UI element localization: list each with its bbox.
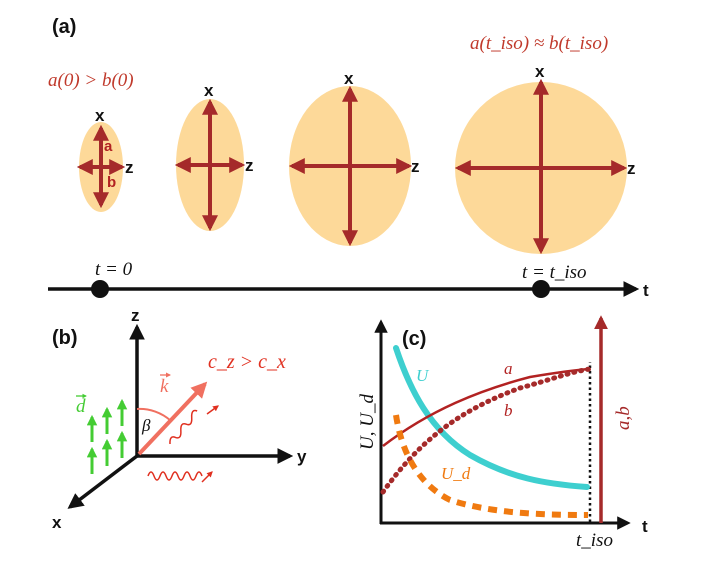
- curve-U-label: U: [416, 366, 430, 385]
- beta-angle-arc: [136, 407, 172, 422]
- curve-b: [380, 366, 593, 495]
- ellipse-group-4: x z: [454, 62, 636, 255]
- ellipse-group-1: x z a b: [76, 106, 134, 212]
- axis-x-label: x: [52, 513, 62, 532]
- photon-wave-lower: [147, 471, 203, 481]
- plot-left-ylabel: U, U_d: [357, 394, 378, 450]
- curve-b-label: b: [504, 401, 513, 420]
- timeline-t-label: t: [643, 281, 649, 300]
- timeline-start-dot: [91, 280, 109, 298]
- timeline-start-label: t = 0: [95, 259, 133, 280]
- curve-a: [382, 367, 591, 447]
- curve-Ud: [393, 414, 589, 518]
- panel-b-label: (b): [52, 327, 78, 349]
- condition-end-text: a(t_iso) ≈ b(t_iso): [470, 33, 608, 54]
- timeline-end-label: t = t_iso: [522, 262, 587, 283]
- dipole-arrows: d: [76, 393, 128, 474]
- panel-c: (c) t t_iso U, U_d a,b U a b U_d: [357, 315, 648, 551]
- plot-right-ylabel: a,b: [613, 406, 634, 430]
- plot-tiso-label: t_iso: [576, 530, 613, 551]
- panel-c-label: (c): [402, 328, 426, 350]
- dipole-d-label: d: [76, 396, 86, 417]
- panel-b: (b) z y x d k β c_z > c_x: [52, 306, 307, 532]
- panel-a: (a) a(0) > b(0) a(t_iso) ≈ b(t_iso) x z …: [48, 16, 649, 300]
- photon-wave-upper: [169, 409, 198, 445]
- ellipse-2-z-label: z: [245, 156, 254, 175]
- curve-a-label: a: [504, 359, 513, 378]
- axis-z-label: z: [131, 306, 140, 325]
- ellipse-4-x-label: x: [535, 62, 545, 81]
- ellipse-3-x-label: x: [344, 69, 354, 88]
- curve-Ud-label: U_d: [441, 464, 471, 483]
- plot-t-label: t: [642, 517, 648, 536]
- ellipse-2-x-label: x: [204, 81, 214, 100]
- speed-relation-label: c_z > c_x: [208, 351, 286, 373]
- ellipse-group-2: x z: [174, 81, 254, 232]
- photon-wave-upper-head: [206, 405, 219, 415]
- timeline-end-dot: [532, 280, 550, 298]
- ellipse-group-3: x z: [288, 69, 420, 247]
- timeline: t = 0 t = t_iso t: [48, 259, 649, 300]
- ellipse-4-z-label: z: [627, 159, 636, 178]
- semi-axis-a-label: a: [104, 138, 113, 155]
- condition-start-text: a(0) > b(0): [48, 70, 134, 91]
- curve-U: [393, 345, 590, 490]
- ellipse-1-z-label: z: [125, 158, 134, 177]
- ellipse-3-z-label: z: [411, 157, 420, 176]
- k-vector-label: k: [160, 376, 169, 397]
- panel-a-label: (a): [52, 16, 76, 38]
- axis-x-arrow: [67, 454, 139, 509]
- wavevector: k β: [136, 372, 208, 456]
- beta-angle-label: β: [141, 416, 151, 435]
- semi-axis-b-label: b: [107, 174, 116, 191]
- photon-wave-lower-head: [201, 471, 213, 483]
- ellipse-1-x-label: x: [95, 106, 105, 125]
- k-vector-arrow: [137, 381, 208, 456]
- axis-y-label: y: [297, 447, 307, 466]
